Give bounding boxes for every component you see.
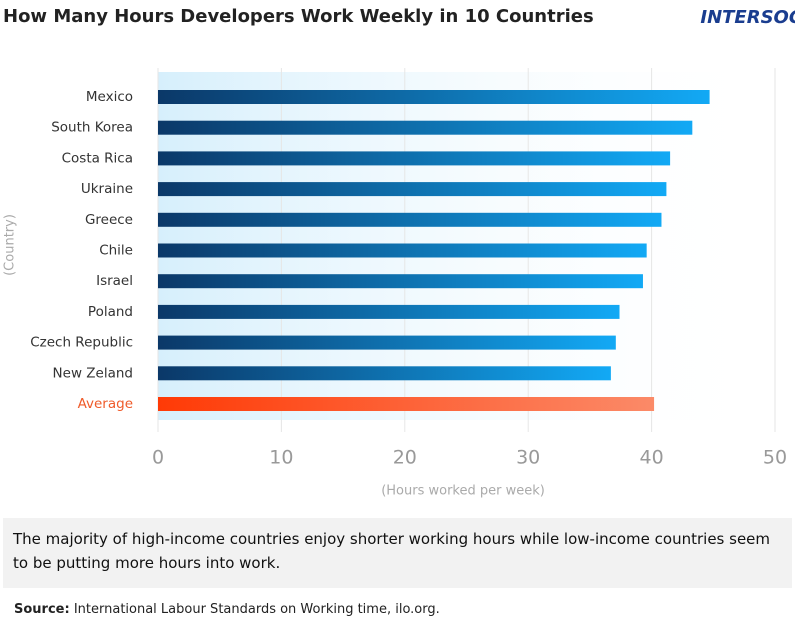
source: Source: International Labour Standards o… <box>14 602 440 617</box>
bar <box>158 274 643 289</box>
y-tick-label: Costa Rica <box>62 150 133 166</box>
x-tick-label: 0 <box>152 447 164 469</box>
bar <box>158 182 667 197</box>
y-tick-label: Poland <box>88 304 133 320</box>
y-tick-label: Chile <box>99 243 133 259</box>
y-axis-label: (Country) <box>3 214 18 276</box>
y-tick-label: Ukraine <box>81 181 133 197</box>
bar <box>158 151 671 166</box>
x-tick-label: 50 <box>763 447 787 469</box>
chart-title: How Many Hours Developers Work Weekly in… <box>3 6 594 27</box>
bar <box>158 90 710 104</box>
bar <box>158 243 647 258</box>
y-tick-label: Average <box>78 396 133 412</box>
bar <box>158 304 620 319</box>
bar <box>158 335 616 350</box>
caption: The majority of high-income countries en… <box>3 518 792 588</box>
bar <box>158 397 655 411</box>
x-axis-label: (Hours worked per week) <box>381 484 545 499</box>
y-tick-label: Israel <box>96 273 133 289</box>
y-tick-label: Mexico <box>86 89 133 105</box>
source-text: International Labour Standards on Workin… <box>73 602 440 617</box>
bar <box>158 120 693 135</box>
y-tick-label: New Zeland <box>53 365 133 381</box>
logo: INTERSOG <box>700 7 795 28</box>
bar <box>158 212 662 227</box>
bar <box>158 366 611 381</box>
x-tick-label: 10 <box>269 447 293 469</box>
chart: How Many Hours Developers Work Weekly in… <box>3 6 795 499</box>
y-tick-label: Greece <box>85 212 133 228</box>
x-tick-label: 30 <box>516 447 540 469</box>
y-tick-label: South Korea <box>51 120 133 136</box>
x-tick-label: 40 <box>640 447 664 469</box>
y-tick-label: Czech Republic <box>30 335 133 351</box>
source-label: Source: <box>14 602 70 617</box>
x-tick-label: 20 <box>393 447 417 469</box>
